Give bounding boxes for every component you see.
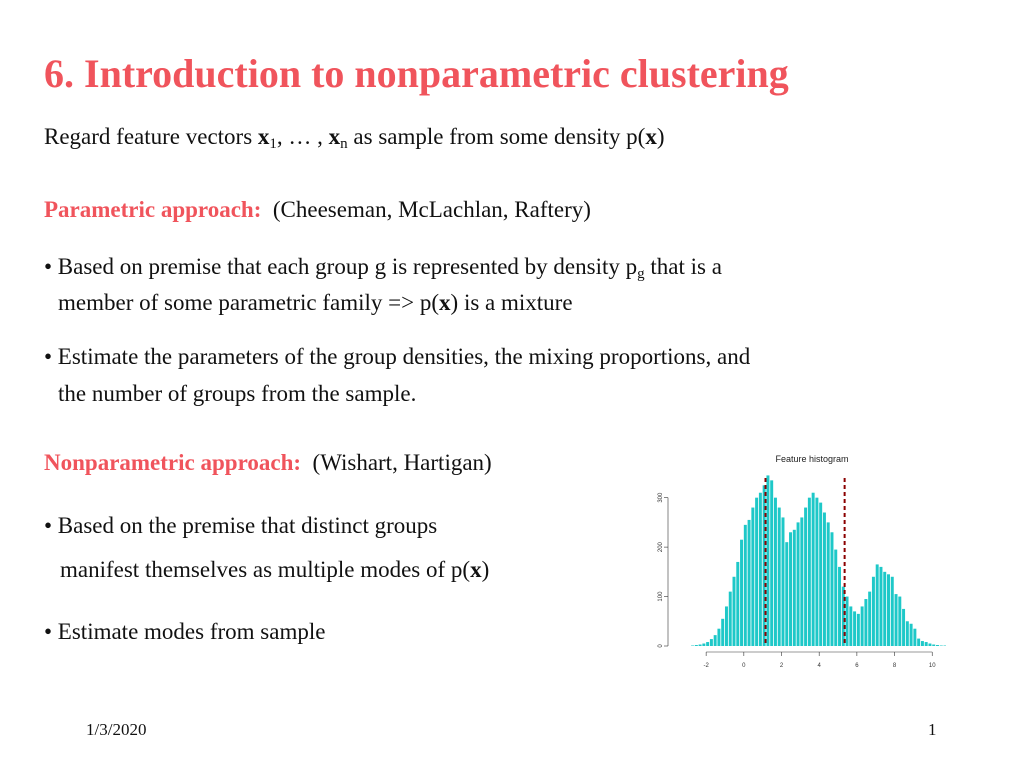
histogram-bar [724,606,728,646]
nonparametric-refs: (Wishart, Hartigan) [312,450,492,475]
nonparametric-bullet-1: • Based on the premise that distinct gro… [44,513,438,538]
histogram-bar [883,571,887,646]
histogram-bar [845,596,849,646]
page-number: 1 [928,720,937,739]
histogram-bar [807,497,811,646]
histogram-bar [740,539,744,646]
histogram-bar [909,623,913,646]
histogram-bar [834,549,838,646]
chart-title: Feature histogram [775,454,848,464]
histogram-bar [694,645,698,646]
parametric-heading-line: Parametric approach: (Cheeseman, McLachl… [44,197,591,223]
histogram-bar [902,608,906,646]
histogram-bar [773,497,777,646]
histogram-bar [838,566,841,646]
histogram-bar [819,502,823,646]
histogram-bar [755,497,759,646]
histogram-bar [789,532,793,646]
nonparametric-bullet-2: • Estimate modes from sample [44,619,326,644]
x-tick-label: -2 [703,663,709,669]
x-tick-label: 8 [893,663,897,669]
histogram-bar [875,564,879,646]
histogram-bar [709,639,713,646]
histogram-bar [830,532,834,646]
histogram-bar [736,561,740,646]
histogram-bar [879,566,883,646]
nonparametric-heading: Nonparametric approach: [44,450,302,475]
histogram-bar [777,507,781,646]
x-tick-label: 4 [818,663,822,669]
histogram-bar [890,576,894,646]
y-tick-label: 100 [658,591,664,602]
histogram-bar [936,645,939,646]
parametric-bullet-1-cont: member of some parametric family => p(x)… [58,290,573,315]
histogram-bar [732,576,736,646]
parametric-heading: Parametric approach: [44,197,262,222]
histogram-bar [920,641,924,646]
histogram-bar [887,574,890,646]
histogram-bar [868,591,872,646]
histogram-bar [932,644,936,646]
histogram-bar [894,594,898,646]
x-tick-label: 10 [929,663,936,669]
histogram-bar [717,628,721,646]
histogram-bar [728,591,732,646]
histogram-bar [721,618,725,646]
histogram-bar [864,599,868,646]
histogram-bar [905,621,909,646]
histogram-bar [841,586,845,646]
nonparametric-bullet-1-cont: manifest themselves as multiple modes of… [60,557,490,582]
y-tick-label: 300 [658,492,664,503]
y-tick-label: 0 [658,644,664,648]
histogram-bar [826,522,830,646]
histogram-bar [762,485,766,646]
x-tick-label: 0 [742,663,746,669]
histogram-bar [792,529,796,646]
histogram-bar [702,643,706,646]
histogram-bar [924,642,928,646]
intro-line: Regard feature vectors x1, … , xn as sam… [44,124,665,152]
histogram-bar [856,613,860,646]
parametric-bullet-1: • Based on premise that each group g is … [44,254,722,282]
parametric-refs: (Cheeseman, McLachlan, Raftery) [272,197,591,222]
histogram-bar [781,517,785,646]
histogram-bar [849,606,853,646]
histogram-bar [698,644,702,646]
histogram-bar [747,519,751,646]
x-tick-label: 6 [855,663,859,669]
histogram-bar [928,643,932,646]
histogram-bar [743,524,747,646]
histogram-bar [751,507,755,646]
histogram-bar [871,576,875,646]
slide-title: 6. Introduction to nonparametric cluster… [44,51,789,96]
histogram-bar [706,642,710,646]
histogram-bar [898,596,902,646]
histogram-bar [758,492,762,646]
histogram-bar [917,638,921,646]
x-tick-label: 2 [780,663,784,669]
y-tick-label: 200 [658,541,664,552]
footer-date: 1/3/2020 [86,720,147,739]
histogram-bar [853,611,857,646]
histogram-bar [796,522,800,646]
histogram-bar [860,606,864,646]
histogram-bar [815,497,819,646]
histogram-bar [811,492,815,646]
histogram-bar [770,480,774,646]
parametric-bullet-2-cont: the number of groups from the sample. [58,381,417,406]
histogram-bar [913,628,917,646]
histogram-bar [822,512,826,646]
parametric-bullet-2: • Estimate the parameters of the group d… [44,344,751,369]
nonparametric-heading-line: Nonparametric approach: (Wishart, Hartig… [44,450,492,476]
histogram-bar [785,542,789,646]
histogram-bar [766,475,770,646]
histogram-bar [804,507,808,646]
histogram-bar [800,517,804,646]
histogram-bar [713,635,717,646]
